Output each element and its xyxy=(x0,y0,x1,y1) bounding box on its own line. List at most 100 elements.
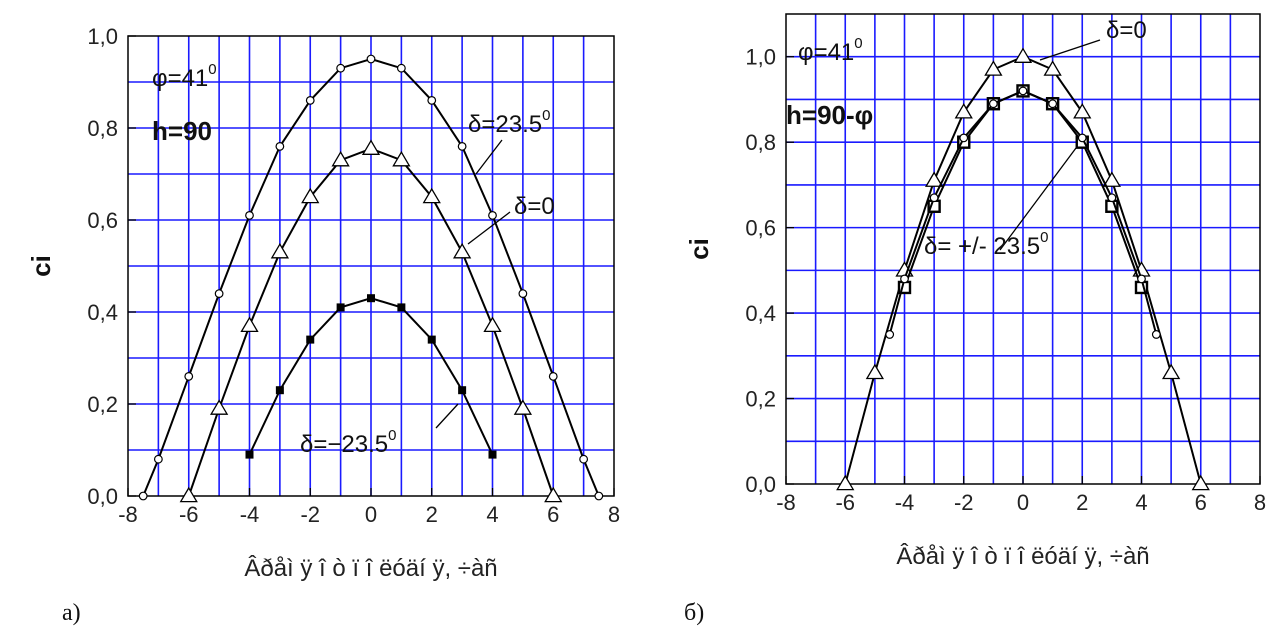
chart1-series-2-point xyxy=(1107,193,1117,203)
chart1-xtick-label: -2 xyxy=(954,490,974,515)
chart0-series-1-point xyxy=(361,139,381,155)
chart1-annotation-phi: φ=410 xyxy=(798,35,863,66)
chart1-series-2-point xyxy=(1077,133,1087,143)
chart1-leader-line xyxy=(999,147,1077,251)
chart0-series-0-point xyxy=(275,141,285,151)
chart1-series-1-label-superscript: 0 xyxy=(1040,229,1048,246)
chart0-series-1-point xyxy=(452,242,472,259)
chart0-series-0-point xyxy=(336,63,346,73)
chart1-series-2-point xyxy=(959,133,969,143)
chart1-series-2-point xyxy=(885,330,895,339)
chart0-series-1-point xyxy=(331,150,350,167)
chart1-series-0-point xyxy=(924,171,944,187)
chart1-panel-label: б) xyxy=(684,600,704,626)
chart0-series-1-point xyxy=(483,316,502,333)
chart1-ytick-label: 0,8 xyxy=(745,130,776,155)
chart1-series-0-label-text: δ=0 xyxy=(1106,17,1147,44)
chart1-xtick-label: 6 xyxy=(1195,490,1207,515)
chart1-ytick-label: 0,6 xyxy=(745,216,776,241)
chart1-xtick-label: 8 xyxy=(1254,490,1266,515)
chart0-series-1-label: δ=0 xyxy=(514,193,555,220)
chart1-xtick-label: 2 xyxy=(1076,490,1088,515)
chart1-annotation-h: h=90-φ xyxy=(786,100,873,130)
chart0-ytick-label: 0,6 xyxy=(87,208,118,233)
chart1-series-1-label-text: δ= +/- 23.5 xyxy=(924,233,1040,260)
chart0-annotation-phi: φ=410 xyxy=(152,61,217,92)
chart0-series-2-label-superscript: 0 xyxy=(388,427,396,444)
chart0-series-0-point xyxy=(396,63,406,73)
chart0-x-axis-label: Âðåì ÿ î ò ï î ëóäí ÿ, ÷àñ xyxy=(244,555,497,582)
chart0-leader-line xyxy=(467,211,511,245)
chart0-series-0-point xyxy=(138,491,148,501)
chart1-ytick-label: 0,4 xyxy=(745,301,776,326)
chart1-xtick-label: 0 xyxy=(1017,490,1029,515)
chart0-series-1-point xyxy=(270,242,290,259)
chart0-series-1-point xyxy=(422,187,441,204)
chart0-series-1-label-text: δ=0 xyxy=(514,193,555,220)
chart0-series-0-point xyxy=(457,141,467,151)
chart0-series-0-point xyxy=(153,454,163,464)
chart1-series-1-label: δ= +/- 23.50 xyxy=(924,229,1048,260)
chart0-series-1-point xyxy=(209,399,229,415)
chart0-xtick-label: -6 xyxy=(179,502,199,527)
chart0-series-1-point xyxy=(179,486,198,503)
chart1-series-0-point xyxy=(954,102,973,119)
chart0-ytick-label: 0,4 xyxy=(87,300,118,325)
chart1-annotation-h-text: h=90-φ xyxy=(786,100,873,130)
chart1-xtick-label: -8 xyxy=(776,490,796,515)
chart0-series-2-point xyxy=(397,303,406,312)
chart0-series-1-point xyxy=(544,486,563,503)
chart1-y-axis-label: ci xyxy=(684,238,714,260)
chart0-ytick-label: 0,2 xyxy=(87,392,118,417)
chart0-series-0-point xyxy=(184,372,194,381)
chart1-xtick-label: 4 xyxy=(1135,490,1147,515)
chart0-xtick-label: 8 xyxy=(608,502,620,527)
chart1-annotation-phi-superscript: 0 xyxy=(854,35,862,52)
chart1-series-2-point xyxy=(929,193,939,203)
chart0-series-2-point xyxy=(367,294,375,303)
chart0-annotation-phi-superscript: 0 xyxy=(208,61,216,78)
chart0-series-2-label: δ=−23.50 xyxy=(300,427,396,458)
chart1-ytick-label: 0,0 xyxy=(745,472,776,497)
chart1-series-0-point xyxy=(1191,474,1210,491)
chart0-series-2-point xyxy=(306,335,315,344)
chart0-annotation-phi-text: φ=41 xyxy=(152,65,208,92)
chart0-series-2-point xyxy=(427,335,436,344)
chart0-series-0-point xyxy=(427,95,437,105)
chart1-x-axis-label: Âðåì ÿ î ò ï î ëóäí ÿ, ÷àñ xyxy=(896,543,1149,570)
chart0-xtick-label: -8 xyxy=(118,502,138,527)
chart0-leader-line xyxy=(475,139,503,175)
chart0-series-1-point xyxy=(392,150,411,167)
chart1-leader-line xyxy=(1039,39,1101,61)
chart0-series-2-point xyxy=(245,450,254,459)
chart1-xtick-label: -6 xyxy=(835,490,855,515)
chart0-ytick-label: 1,0 xyxy=(87,24,118,49)
chart1-series-0-point xyxy=(1161,363,1181,380)
chart1-series-0-point xyxy=(1043,60,1062,76)
chart0-series-0-point xyxy=(366,54,376,64)
chart0-series-0-label-superscript: 0 xyxy=(542,107,550,124)
chart0-series-0-point xyxy=(594,491,604,501)
chart1-series-2-point xyxy=(900,274,909,284)
chart0-xtick-label: 2 xyxy=(426,502,438,527)
chart1-series-2-point xyxy=(1151,330,1161,339)
chart1-xtick-label: -4 xyxy=(895,490,915,515)
chart1-ytick-label: 0,2 xyxy=(745,387,776,412)
chart0-series-1-point xyxy=(301,187,320,204)
chart0-y-axis-label: ci xyxy=(26,255,56,277)
chart1-series-2-point xyxy=(988,99,998,109)
chart0-series-0-point xyxy=(245,210,254,220)
chart0-annotation-h: h=90 xyxy=(152,116,212,146)
chart1-series-0-point xyxy=(836,474,855,491)
chart0-series-0-point xyxy=(214,289,224,299)
chart0-panel-label: а) xyxy=(62,600,81,626)
chart0-series-0-point xyxy=(579,454,589,464)
chart0-series-0-label: δ=23.50 xyxy=(468,107,550,138)
chart0-series-1-point xyxy=(240,316,259,333)
chart0-series-0-point xyxy=(305,95,315,105)
chart0-series-2-point xyxy=(458,386,467,395)
chart0-series-1-point xyxy=(513,399,533,415)
chart1-series-0-point xyxy=(865,363,885,380)
chart1-series-0-point xyxy=(1073,102,1092,119)
